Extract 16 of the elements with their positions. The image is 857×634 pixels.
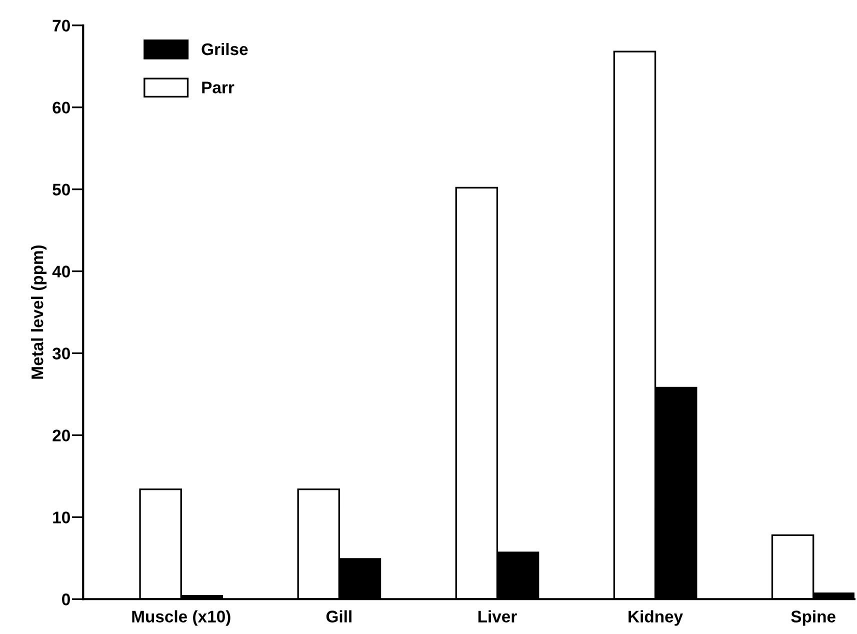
y-tick-label: 40 <box>52 266 70 278</box>
x-tick-label: Liver <box>478 610 517 622</box>
x-tick-label: Kidney <box>628 610 683 626</box>
y-tick-label: 10 <box>53 512 70 524</box>
y-tick-label: 30 <box>52 348 70 360</box>
y-tick-label: 60 <box>52 102 70 114</box>
x-tick-label: Spine <box>791 610 836 626</box>
y-axis-title: Metal level (ppm) <box>31 245 47 379</box>
y-tick-label: 0 <box>62 594 70 606</box>
y-tick-label: 50 <box>52 184 70 196</box>
legend-label: Grilse <box>202 42 248 56</box>
x-tick-label: Gill <box>326 610 352 622</box>
y-tick-label: 70 <box>52 20 70 32</box>
legend-label: Parr <box>202 82 234 94</box>
x-tick-label: Muscle (x10) <box>132 610 230 626</box>
y-tick-label: 20 <box>52 430 70 442</box>
